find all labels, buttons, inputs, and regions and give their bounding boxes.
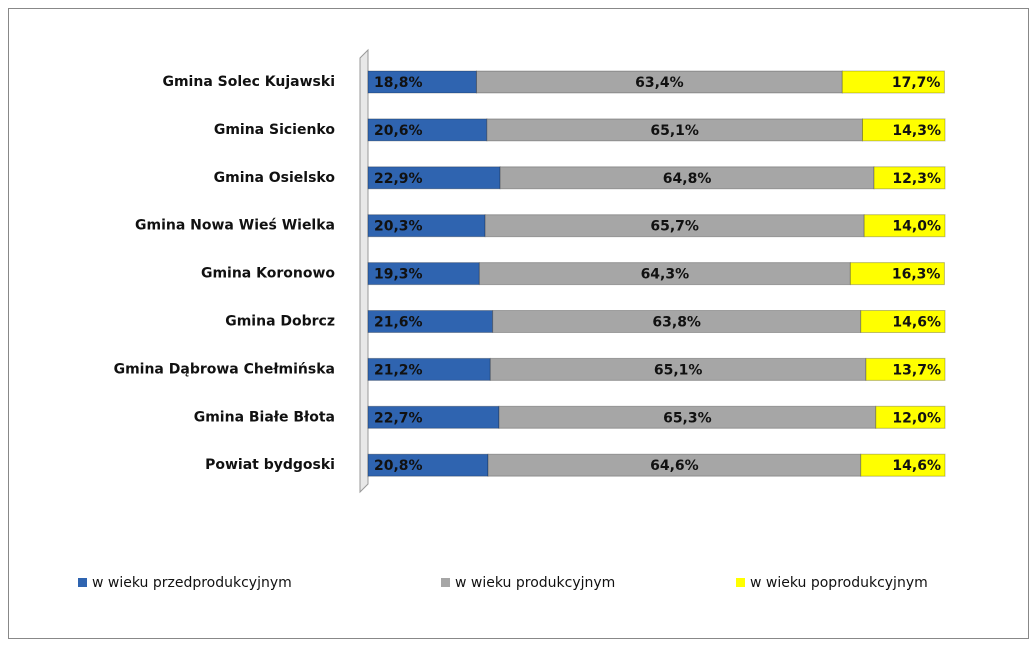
bar-segment (860, 453, 946, 477)
data-label: 65,7% (650, 219, 699, 235)
bar-segment (841, 70, 945, 94)
axis-wall (359, 48, 369, 494)
category-label: Gmina Białe Błota (194, 409, 335, 425)
bar-segment (865, 357, 946, 381)
data-label: 12,3% (892, 171, 941, 187)
category-label: Gmina Dąbrowa Chełmińska (114, 361, 335, 377)
data-label: 14,0% (892, 219, 941, 235)
category-label: Gmina Osielsko (214, 170, 336, 186)
data-label: 14,6% (892, 458, 941, 474)
data-label: 64,6% (650, 458, 699, 474)
data-label: 14,6% (892, 315, 941, 331)
data-label: 17,7% (892, 75, 941, 91)
data-label: 21,2% (374, 362, 423, 378)
data-label: 12,0% (892, 410, 941, 426)
category-label: Powiat bydgoski (205, 457, 335, 473)
data-label: 21,6% (374, 315, 423, 331)
legend-swatch (441, 578, 450, 587)
category-label: Gmina Koronowo (201, 266, 335, 282)
data-label: 20,8% (374, 458, 423, 474)
data-label: 22,9% (374, 171, 423, 187)
bar-segment (860, 310, 946, 333)
data-label: 16,3% (892, 267, 941, 283)
bar-segment (863, 214, 946, 238)
bar-segment (849, 262, 945, 286)
data-label: 19,3% (374, 267, 423, 283)
category-label: Gmina Sicienko (214, 122, 336, 138)
bar-segment (873, 166, 946, 190)
data-label: 18,8% (374, 75, 423, 91)
bar-segment (861, 118, 946, 142)
legend-label: w wieku poprodukcyjnym (750, 575, 928, 591)
bar-segment (478, 262, 851, 286)
legend-swatch (78, 578, 87, 587)
data-label: 63,8% (652, 315, 701, 331)
data-label: 20,3% (374, 219, 423, 235)
data-label: 65,3% (663, 410, 712, 426)
data-label: 22,7% (374, 410, 423, 426)
category-label: Gmina Nowa Wieś Wielka (135, 218, 335, 234)
legend-label: w wieku produkcyjnym (455, 575, 615, 591)
legend-swatch (736, 578, 745, 587)
bar-segment (875, 405, 946, 429)
category-label: Gmina Solec Kujawski (162, 74, 335, 90)
data-label: 64,8% (663, 171, 712, 187)
data-label: 63,4% (635, 75, 684, 91)
data-label: 65,1% (654, 362, 703, 378)
data-label: 14,3% (892, 123, 941, 139)
data-label: 64,3% (641, 267, 690, 283)
category-label: Gmina Dobrcz (225, 314, 335, 330)
bar-segment (367, 214, 486, 238)
data-label: 13,7% (892, 362, 941, 378)
data-label: 20,6% (374, 123, 423, 139)
data-label: 65,1% (650, 123, 699, 139)
legend-label: w wieku przedprodukcyjnym (92, 575, 292, 591)
